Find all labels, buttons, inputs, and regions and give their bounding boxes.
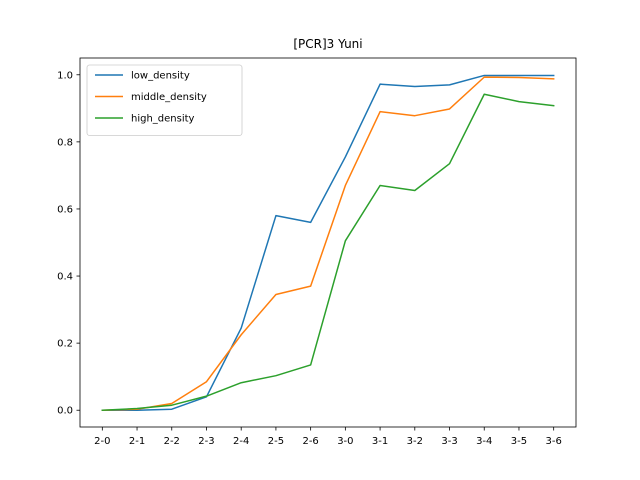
x-tick-label: 3-2: [407, 436, 423, 447]
x-tick-label: 3-4: [476, 436, 492, 447]
legend-label-high-density: high_density: [131, 114, 195, 125]
plot-frame: [79, 57, 577, 428]
x-tick-label: 2-0: [94, 436, 110, 447]
x-tick-label: 3-5: [511, 436, 527, 447]
x-tick-label: 2-4: [233, 436, 249, 447]
legend-label-middle-density: middle_density: [131, 92, 207, 103]
series-line-low-density: [101, 74, 555, 411]
series-line-middle-density: [101, 76, 555, 412]
x-tick-label: 3-3: [441, 436, 457, 447]
x-tick-label: 2-5: [268, 436, 284, 447]
axes: 2-0 2-1 2-2 2-3 2-4 2-5 2-6 3-0 3-1 3-2 3-3 3-4 3-5 3…: [57, 57, 577, 447]
x-tick-label: 3-0: [337, 436, 353, 447]
legend-box: [86, 64, 243, 136]
legend: low_density middle_density high_density: [86, 64, 243, 136]
y-tick-label: 0.6: [57, 204, 73, 215]
y-tick-label: 0.4: [57, 272, 73, 283]
y-tick-label: 1.0: [57, 70, 73, 81]
y-tick-label: 0.2: [57, 339, 73, 350]
y-tick-label: 0.8: [57, 137, 73, 148]
y-tick-label: 0.0: [57, 406, 73, 417]
chart-title: [PCR]3 Yuni: [293, 37, 362, 51]
legend-label-low-density: low_density: [131, 71, 190, 82]
x-tick-label: 3-6: [546, 436, 562, 447]
x-tick-label: 2-3: [198, 436, 214, 447]
plot-lines: [101, 74, 555, 412]
x-tick-label: 2-6: [302, 436, 318, 447]
x-tick-label: 3-1: [372, 436, 388, 447]
series-line-high-density: [101, 93, 555, 412]
x-tick-label: 2-2: [164, 436, 180, 447]
x-tick-label: 2-1: [129, 436, 145, 447]
